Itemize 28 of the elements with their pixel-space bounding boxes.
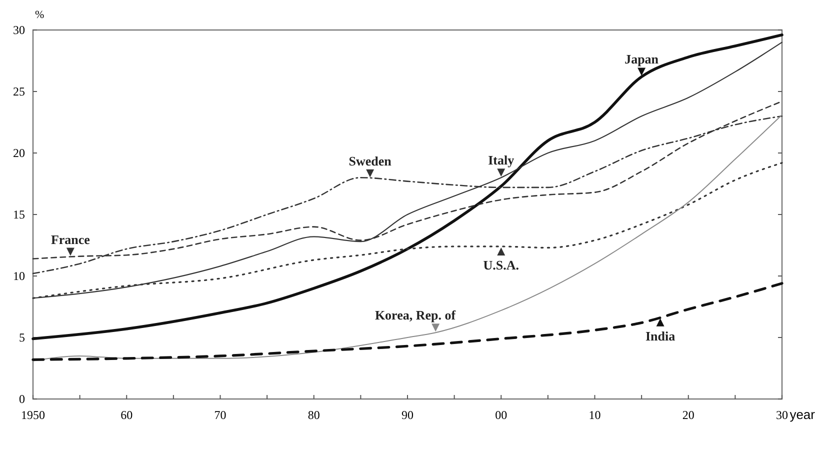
x-tick-label: 1950 — [21, 408, 45, 422]
y-tick-label: 5 — [19, 330, 25, 345]
y-tick-label: 0 — [19, 392, 25, 406]
x-tick-label: 20 — [682, 408, 694, 422]
series-label: Italy — [488, 152, 515, 168]
x-tick-label: 10 — [588, 408, 601, 422]
y-tick-label: 10 — [13, 269, 25, 284]
y-tick-label: 25 — [13, 84, 25, 99]
x-tick-label: 30 — [776, 408, 788, 422]
x-tick-label: 80 — [308, 408, 320, 422]
legend-label: U.S.A. — [483, 257, 520, 272]
line-series — [32, 282, 784, 361]
x-tick-label: 60 — [120, 408, 133, 422]
y-axis-title: % — [35, 9, 44, 21]
x-tick-label: 90 — [402, 408, 414, 422]
line-series — [32, 34, 784, 340]
y-tick-label: 30 — [13, 23, 25, 38]
line-series — [32, 114, 782, 362]
y-tick-label: 20 — [13, 146, 25, 160]
y-tick-label: 15 — [13, 208, 25, 222]
series-label: Japan — [624, 52, 660, 67]
series-label: France — [50, 232, 90, 247]
x-tick-label: 00 — [495, 408, 508, 422]
x-tick-label: 70 — [214, 408, 226, 422]
series-label: Korea, Rep. of — [374, 308, 456, 323]
legend-label: India — [645, 328, 676, 344]
series-label: Sweden — [348, 153, 392, 168]
x-axis-title: year — [790, 407, 816, 422]
